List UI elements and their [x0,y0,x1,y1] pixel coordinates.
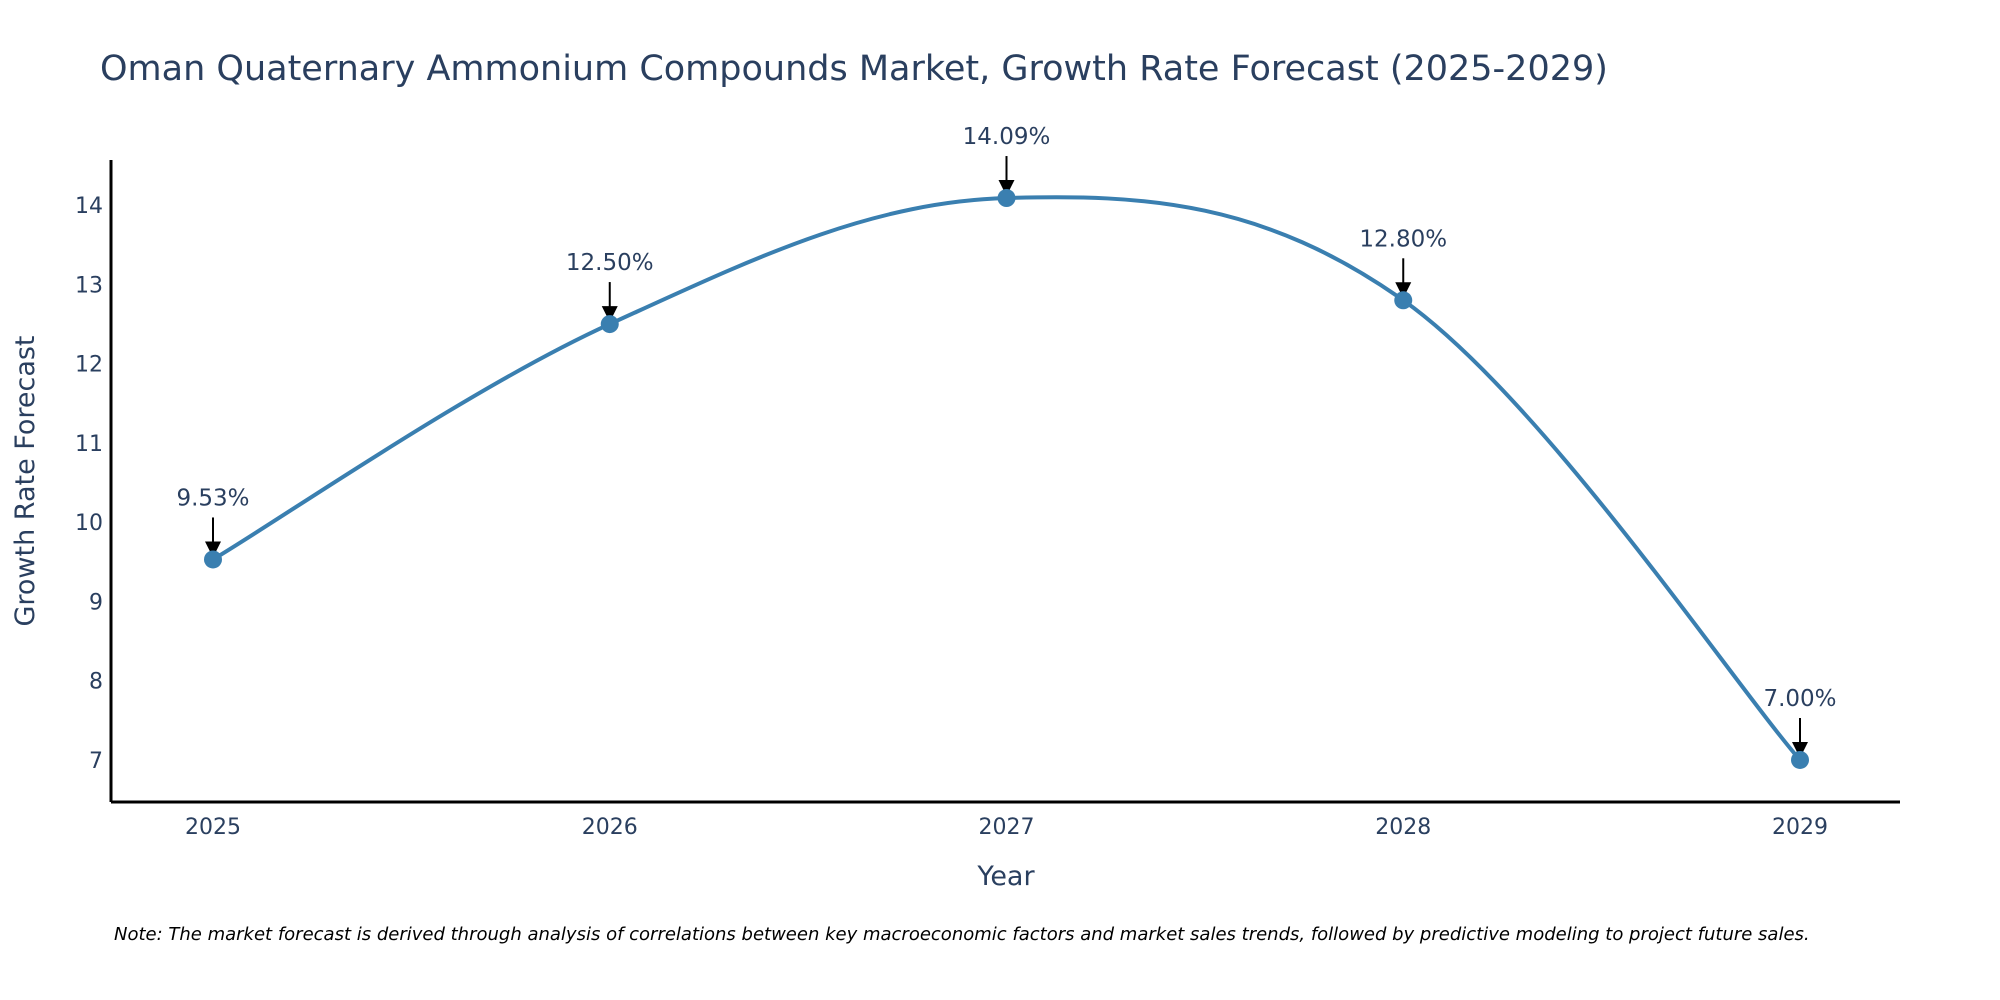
y-tick-label: 11 [75,432,103,457]
x-tick-label: 2026 [582,815,638,840]
y-tick-label: 8 [89,670,103,695]
annotation-arrow-head [1395,282,1412,299]
series-line-growth-rate [211,195,1802,762]
x-tick-label: 2025 [185,815,241,840]
data-point-markers [204,189,1809,769]
data-label-2027: 14.09% [963,124,1051,150]
data-label-2028: 12.80% [1359,226,1447,252]
x-tick-label: 2029 [1772,815,1828,840]
y-tick-label: 7 [89,749,103,774]
x-tick-label: 2028 [1375,815,1431,840]
data-label-2029: 7.00% [1763,686,1836,712]
data-label-2026: 12.50% [566,250,654,276]
annotation-arrow-head [205,541,221,558]
y-tick-label: 9 [89,590,103,615]
y-tick-label: 14 [75,194,103,219]
annotation-arrows [205,156,1808,758]
footnote: Note: The market forecast is derived thr… [114,924,1810,945]
annotation-arrow-head [1792,741,1808,758]
data-label-2025: 9.53% [176,485,249,511]
x-axis-title: Year [976,861,1035,892]
x-tick-label: 2027 [979,815,1035,840]
annotation-labels: 9.53% 12.50% 14.09% 12.80% 7.00% [176,124,1836,712]
annotation-arrow-head [601,306,618,323]
y-tick-label: 13 [75,273,103,298]
data-point-2025 [204,550,222,569]
data-point-2027 [997,189,1016,208]
data-point-2029 [1791,750,1809,769]
data-point-2026 [600,315,619,334]
y-axis-title: Growth Rate Forecast [10,335,41,626]
y-tick-label: 10 [75,511,103,536]
data-point-2028 [1394,291,1413,310]
chart-title: Oman Quaternary Ammonium Compounds Marke… [100,49,1608,89]
y-axis-ticks: 7 8 9 10 11 12 13 14 [75,194,103,774]
annotation-arrow-head [998,180,1015,197]
x-axis-ticks: 2025 2026 2027 2028 2029 [185,815,1828,840]
y-tick-label: 12 [75,353,103,378]
